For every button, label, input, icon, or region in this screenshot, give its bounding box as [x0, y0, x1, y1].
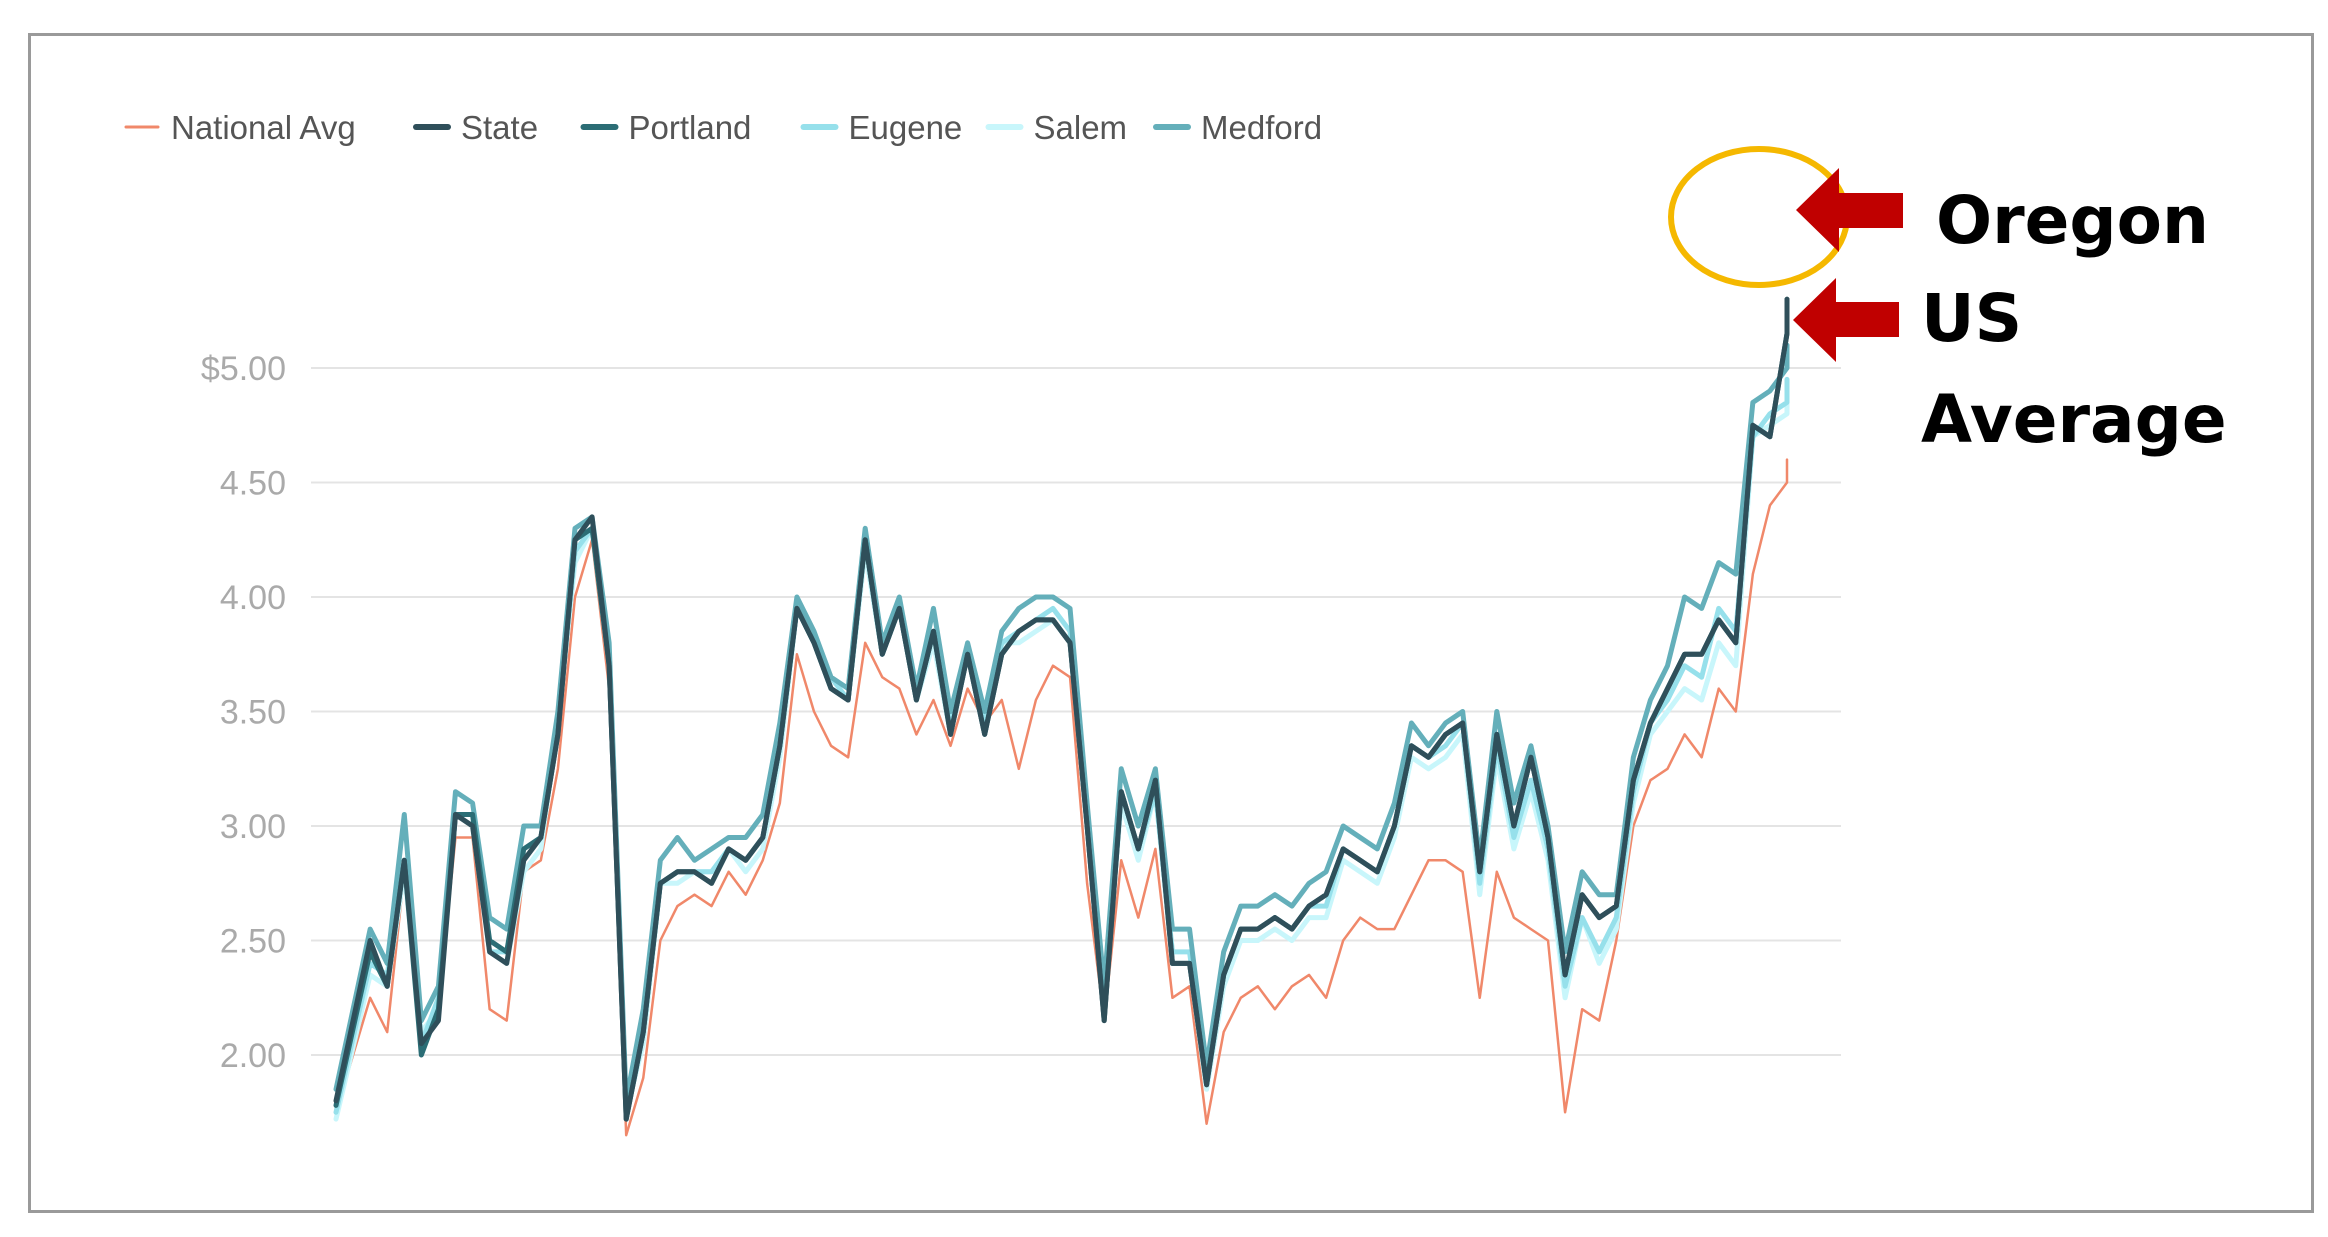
- legend: National Avg State Portland Eugene Salem Medf…: [124, 109, 1322, 146]
- grid-lines: [311, 367, 1841, 1056]
- series-lines: [333, 296, 1790, 1137]
- legend-item-state: State: [413, 109, 538, 146]
- annotation-average: Average: [1921, 381, 2227, 458]
- y-tick-label: 2.00: [220, 1037, 286, 1075]
- y-tick-label: $5.00: [201, 350, 286, 388]
- legend-label: National Avg: [171, 109, 356, 146]
- legend-label: Salem: [1034, 109, 1128, 146]
- y-tick-label: 4.50: [220, 465, 286, 503]
- y-tick-label: 4.00: [220, 579, 286, 617]
- legend-label: Eugene: [849, 109, 963, 146]
- legend-item-eugene: Eugene: [800, 109, 963, 146]
- legend-item-salem: Salem: [985, 109, 1128, 146]
- legend-label: Medford: [1201, 109, 1322, 146]
- series-line-national-avg: [334, 458, 1789, 1137]
- annotation-oregon: Oregon: [1936, 182, 2209, 259]
- legend-item-national-avg: National Avg: [124, 109, 356, 146]
- legend-label: State: [461, 109, 538, 146]
- legend-item-medford: Medford: [1153, 109, 1322, 146]
- chart-svg: $5.00 4.50 4.00 3.50 3.00 2.50 2.00 National A…: [124, 109, 2227, 1137]
- annotation-us: US: [1921, 280, 2022, 357]
- y-tick-label: 3.50: [220, 694, 286, 732]
- series-line-state: [333, 296, 1790, 1122]
- oregon-arrow: [1796, 168, 1903, 252]
- y-axis-ticks: $5.00 4.50 4.00 3.50 3.00 2.50 2.00: [201, 350, 286, 1075]
- annotations: Oregon US Average: [1668, 146, 2227, 458]
- legend-label: Portland: [629, 109, 752, 146]
- chart-frame: $5.00 4.50 4.00 3.50 3.00 2.50 2.00 National A…: [28, 33, 2314, 1213]
- series-line-portland: [333, 296, 1790, 1122]
- y-tick-label: 3.00: [220, 808, 286, 846]
- us-average-arrow: [1793, 278, 1899, 362]
- y-tick-label: 2.50: [220, 923, 286, 961]
- legend-item-portland: Portland: [580, 109, 752, 146]
